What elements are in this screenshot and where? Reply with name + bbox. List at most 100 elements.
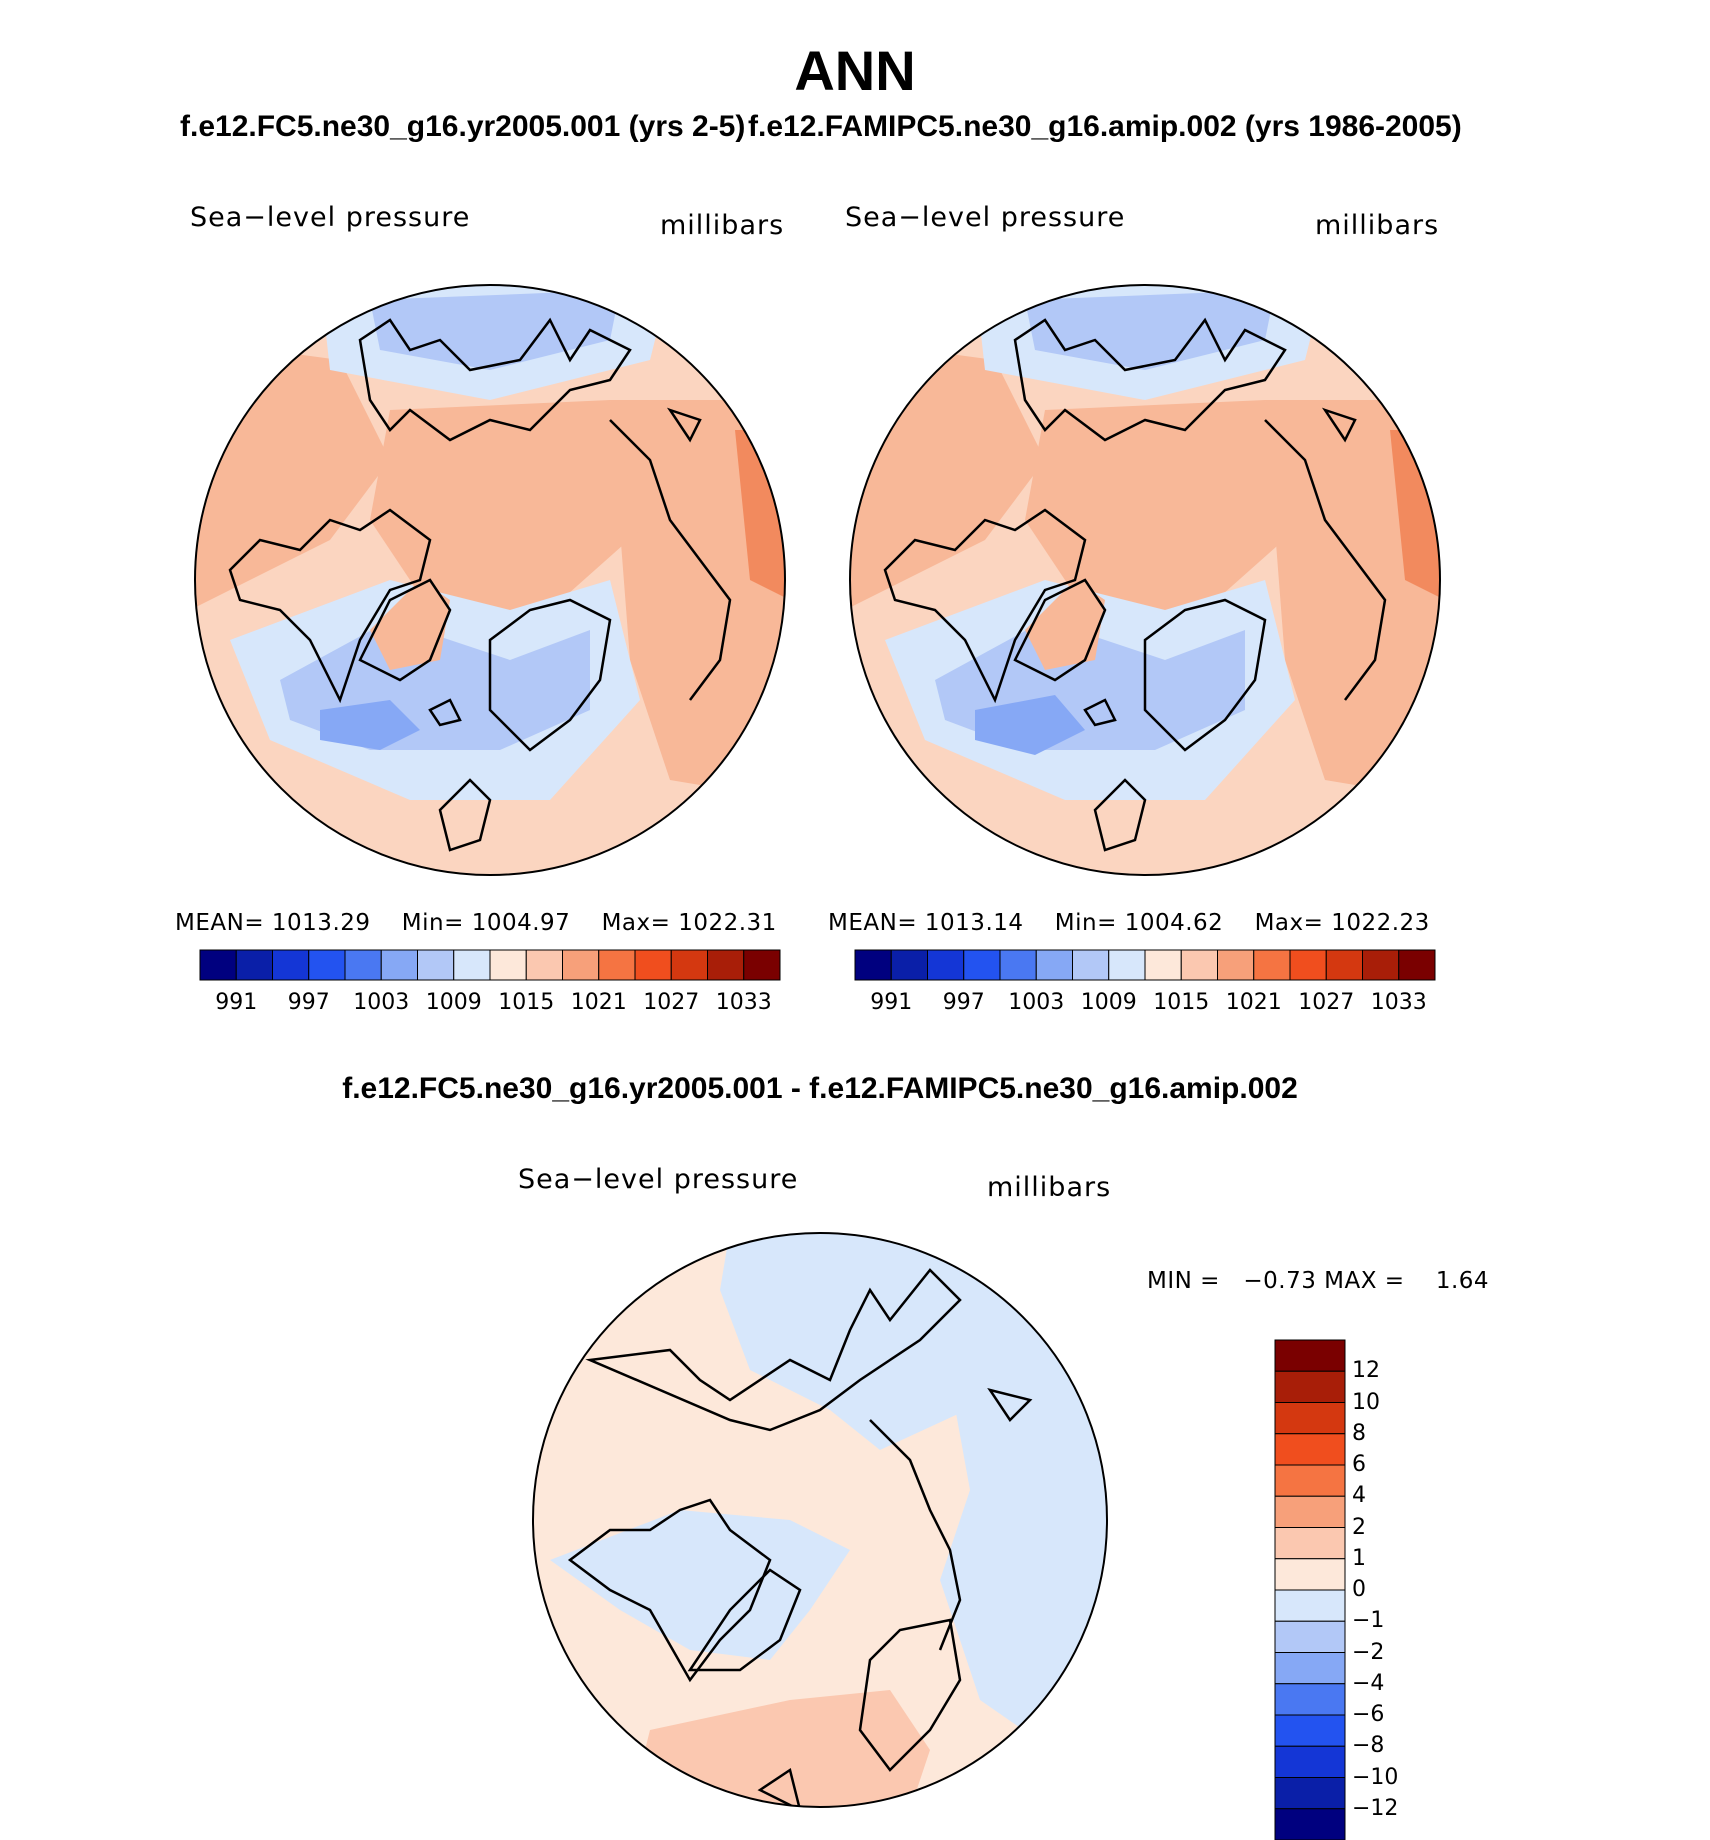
panel-1-colorbar-tick-4: 1015 (498, 990, 555, 1015)
panel-1-colorbar-tick-1: 997 (287, 990, 330, 1015)
panel-2-colorbar-swatch-9 (1180, 949, 1218, 981)
diff-colorbar-tick-14: −12 (1352, 1795, 1399, 1821)
diff-min-value: −0.73 (1243, 1268, 1317, 1294)
panel-1-colorbar-tick-5: 1021 (570, 990, 627, 1015)
panel-1-colorbar-tick-3: 1009 (425, 990, 482, 1015)
diff-min-label: MIN = (1147, 1268, 1220, 1294)
panel-2-map-border (849, 284, 1441, 876)
diff-colorbar-swatch-6 (1274, 1527, 1346, 1560)
panel-2-colorbar-swatch-13 (1325, 949, 1363, 981)
panel-1-stats: MEAN= 1013.29 Min= 1004.97 Max= 1022.31 (175, 910, 777, 936)
diff-colorbar-tick-7: 0 (1352, 1577, 1366, 1602)
panel-2-colorbar-swatch-11 (1253, 949, 1291, 981)
panel-1-colorbar-swatch-11 (598, 949, 636, 981)
panel-2-colorbar-ticks: 991 997 1003 1009 1015 1021 1027 1033 (855, 990, 1435, 1020)
diff-colorbar-swatch-13 (1274, 1745, 1346, 1778)
panel-1-colorbar-swatch-10 (562, 949, 600, 981)
panel-2-max-value: 1022.23 (1331, 910, 1430, 936)
diff-units-label: millibars (987, 1172, 1112, 1203)
panel-2-min-value: 1004.62 (1124, 910, 1224, 936)
panel-2-mean-label: MEAN= (828, 910, 918, 936)
panel-2-colorbar-swatch-5 (1035, 949, 1073, 981)
panel-1-map-border (194, 284, 786, 876)
diff-colorbar-swatch-3 (1274, 1433, 1346, 1466)
panel-2-colorbar-tick-3: 1009 (1080, 990, 1137, 1015)
panel-1-title: f.e12.FC5.ne30_g16.yr2005.001 (yrs 2-5) (180, 110, 746, 143)
diff-colorbar-swatch-5 (1274, 1495, 1346, 1528)
panel-2-colorbar-swatch-15 (1398, 949, 1436, 981)
diff-coastlines (567, 1268, 1033, 1807)
diff-colorbar (1274, 1339, 1346, 1840)
panel-2-variable-label: Sea−level pressure (845, 202, 1126, 233)
panel-1-colorbar-swatch-8 (489, 949, 527, 981)
panel-2-title: f.e12.FAMIPC5.ne30_g16.amip.002 (yrs 198… (748, 110, 1462, 143)
diff-max-value: 1.64 (1435, 1268, 1490, 1294)
diff-colorbar-swatch-9 (1274, 1620, 1346, 1653)
panel-1-colorbar-swatch-2 (272, 949, 310, 981)
diff-map-border (532, 1232, 1108, 1808)
panel-2-max-label: Max= (1254, 910, 1324, 936)
panel-1-max-value: 1022.31 (678, 910, 777, 936)
panel-1-colorbar-swatch-9 (525, 949, 563, 981)
diff-colorbar-swatch-15 (1274, 1808, 1346, 1840)
panel-1-map (194, 284, 786, 876)
diff-stats: MIN = −0.73 MAX = 1.64 (1147, 1268, 1489, 1294)
diff-colorbar-tick-13: −10 (1352, 1764, 1399, 1790)
panel-2-coastlines (883, 317, 1387, 852)
panel-2-colorbar-swatch-12 (1289, 949, 1327, 981)
panel-1-colorbar-swatch-7 (453, 949, 491, 981)
diff-colorbar-swatch-4 (1274, 1464, 1346, 1497)
diff-colorbar-swatch-0 (1274, 1339, 1346, 1372)
panel-1-colorbar-tick-6: 1027 (643, 990, 700, 1015)
panel-2-colorbar-tick-4: 1015 (1153, 990, 1210, 1015)
panel-1-colorbar-tick-7: 1033 (715, 990, 772, 1015)
diff-colorbar-tick-3: 6 (1352, 1452, 1366, 1477)
panel-2-colorbar-swatch-14 (1362, 949, 1400, 981)
panel-1-field-pacific-low-core (370, 290, 620, 370)
panel-2-colorbar-tick-7: 1033 (1370, 990, 1427, 1015)
panel-1-colorbar-ticks: 991 997 1003 1009 1015 1021 1027 1033 (200, 990, 780, 1020)
panel-2-min-label: Min= (1054, 910, 1117, 936)
panel-2-colorbar-swatch-1 (890, 949, 928, 981)
panel-1-field-arctic-high (370, 400, 640, 610)
panel-1-units-label: millibars (660, 210, 785, 241)
panel-2-units-label: millibars (1315, 210, 1440, 241)
panel-2-colorbar-swatch-4 (999, 949, 1037, 981)
panel-1-field-greenland-high (370, 580, 450, 670)
panel-1-colorbar-swatch-6 (417, 949, 455, 981)
panel-2-colorbar-tick-2: 1003 (1008, 990, 1065, 1015)
panel-1-colorbar-swatch-4 (344, 949, 382, 981)
panel-2-colorbar (854, 949, 1436, 981)
diff-colorbar-swatch-7 (1274, 1558, 1346, 1591)
diff-colorbar-tick-6: 1 (1352, 1545, 1366, 1571)
panel-1-colorbar-swatch-13 (670, 949, 708, 981)
panel-2-mean-value: 1013.14 (924, 910, 1024, 936)
panel-2-field-arctic-high (1025, 400, 1295, 610)
diff-colorbar-swatch-10 (1274, 1652, 1346, 1685)
panel-2-colorbar-swatch-10 (1217, 949, 1255, 981)
diff-colorbar-tick-10: −4 (1352, 1670, 1385, 1696)
diff-colorbar-tick-12: −8 (1352, 1733, 1385, 1759)
panel-1-coastlines (228, 317, 732, 852)
panel-2-colorbar-tick-6: 1027 (1298, 990, 1355, 1015)
diff-colorbar-tick-2: 8 (1352, 1420, 1366, 1446)
diff-colorbar-swatch-1 (1274, 1370, 1346, 1403)
panel-2-field-pacific-low-core (1025, 290, 1275, 370)
diff-title: f.e12.FC5.ne30_g16.yr2005.001 - f.e12.FA… (342, 1072, 1298, 1105)
diff-colorbar-tick-0: 12 (1352, 1358, 1380, 1384)
diff-max-label: MAX = (1324, 1268, 1405, 1294)
diff-colorbar-swatch-12 (1274, 1714, 1346, 1747)
panel-2-stats: MEAN= 1013.14 Min= 1004.62 Max= 1022.23 (828, 910, 1430, 936)
panel-2-colorbar-tick-1: 997 (942, 990, 985, 1015)
panel-1-mean-label: MEAN= (175, 910, 265, 936)
diff-map (532, 1232, 1108, 1808)
diff-colorbar-tick-5: 2 (1352, 1514, 1366, 1540)
panel-2-colorbar-swatch-8 (1144, 949, 1182, 981)
panel-1-colorbar-tick-0: 991 (215, 990, 258, 1015)
panel-1-min-value: 1004.97 (471, 910, 571, 936)
panel-2-field-atlantic-low-core (975, 695, 1085, 755)
panel-1-mean-value: 1013.29 (271, 910, 371, 936)
panel-1-colorbar-swatch-1 (235, 949, 273, 981)
diff-colorbar-tick-11: −6 (1352, 1702, 1385, 1727)
panel-2-colorbar-swatch-6 (1072, 949, 1110, 981)
